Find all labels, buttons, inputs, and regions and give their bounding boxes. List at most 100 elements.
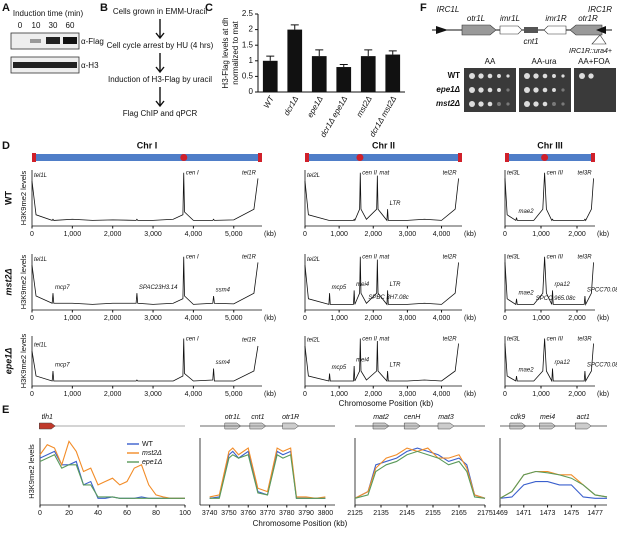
legend-label: WT [142,441,154,448]
panel-letter: F [420,2,427,14]
annotation: cen I [186,171,199,177]
annotation: LTR [390,201,402,207]
x-tick-label: 2,000 [568,315,586,322]
annotation: mat [379,171,389,177]
time-label: 30 [49,21,58,30]
colony [506,74,510,78]
annotation: tel1R [242,171,257,177]
element-label: IRC1R [588,5,612,14]
data-line [209,447,326,499]
annotation: tel2L [307,338,320,344]
data-line [504,338,594,383]
locus-schematic [432,24,612,45]
legend-label: mst2Δ [142,450,162,457]
annotation: cen III [547,171,564,177]
data-line [31,172,259,221]
annotation: mae2 [519,290,535,296]
panel-letter: C [205,2,213,14]
error-bar [266,55,275,61]
annotation: mat [379,337,389,343]
error-bar [315,49,324,57]
annotation: mcp7 [55,363,70,369]
x-tick-label: 3740 [202,510,218,517]
x-unit: (kb) [597,391,609,398]
element-label: otr1L [467,14,485,23]
annotation: rpa12 [555,360,571,366]
y-tick-label: 1.5 [242,40,254,49]
element-label: imr1R [545,14,567,23]
colony [497,88,501,92]
strain-label: WT [448,71,461,80]
x-unit: (kb) [264,391,276,398]
annotation: SPCC70.08c [587,288,617,294]
row-label: WT [3,191,13,205]
gene-label: mei4 [540,414,555,421]
x-tick-label: 2175 [477,510,493,517]
y-axis-title: H3-Flag levels at dh [221,17,230,88]
annotation: mcp7 [55,285,70,291]
data-line [39,440,185,499]
data-line [39,454,185,499]
x-tick-label: 3,000 [399,315,417,322]
annotation: ssm4 [216,360,231,366]
colony [552,74,556,78]
chromosome-title: Chr I [137,140,158,150]
x-tick-label: 4,000 [185,231,203,238]
colony [588,73,594,79]
error-bar [388,50,397,55]
x-tick-label: 5,000 [225,391,243,398]
panel-letter: A [2,2,10,14]
x-tick-label: 2,000 [364,391,382,398]
y-axis-title: H3K9me2 levels [19,254,28,309]
error-bar [290,24,299,30]
colony [533,101,539,107]
centromere [356,154,364,161]
bar [336,67,352,92]
x-tick-label: 3,000 [399,391,417,398]
x-tick-label: 1,000 [64,391,82,398]
band [46,37,60,44]
chromosome-ideogram [305,154,462,161]
row-label: mst2Δ [3,268,13,295]
x-tick-label: 5,000 [225,231,243,238]
annotation: tel1L [34,257,47,263]
x-tick-label: 20 [65,510,73,517]
colony [469,101,475,107]
annotation: mei4 [356,358,370,364]
colony [469,87,475,93]
band [13,62,77,68]
gene [282,422,300,430]
colony [487,73,493,79]
medium-label: AA [485,57,496,66]
x-tick-label: 1,000 [532,231,550,238]
centromere [541,154,549,161]
telomere [505,153,509,162]
annotation: tel3R [578,171,593,177]
x-tick-label: 40 [94,510,102,517]
x-tick-label: 3,000 [399,231,417,238]
annotation: cen I [186,337,199,343]
x-tick-label: 3770 [260,510,276,517]
telomere [258,153,262,162]
annotation: tel3L [507,337,520,343]
time-label: 60 [66,21,75,30]
bar [262,60,278,92]
x-tick-label: 2,000 [364,315,382,322]
colony [542,87,548,93]
flow-step: Induction of H3-Flag by uracil [108,75,212,84]
annotation: LTR [390,363,402,369]
colony [552,102,556,106]
colony [561,102,565,106]
x-tick-label: 2,000 [568,231,586,238]
x-tick-label: dcr1Δ [282,95,300,118]
x-tick-label: 2165 [451,510,467,517]
blot-label: α-Flag [81,37,104,46]
x-tick-label: 3790 [298,510,314,517]
colony [552,88,556,92]
annotation: cen I [186,255,199,261]
x-tick-label: 80 [152,510,160,517]
element-label: otr1R [578,14,598,23]
x-tick-label: 2,000 [104,391,122,398]
element-label: IRC1L [437,5,460,14]
data-line [31,338,259,382]
